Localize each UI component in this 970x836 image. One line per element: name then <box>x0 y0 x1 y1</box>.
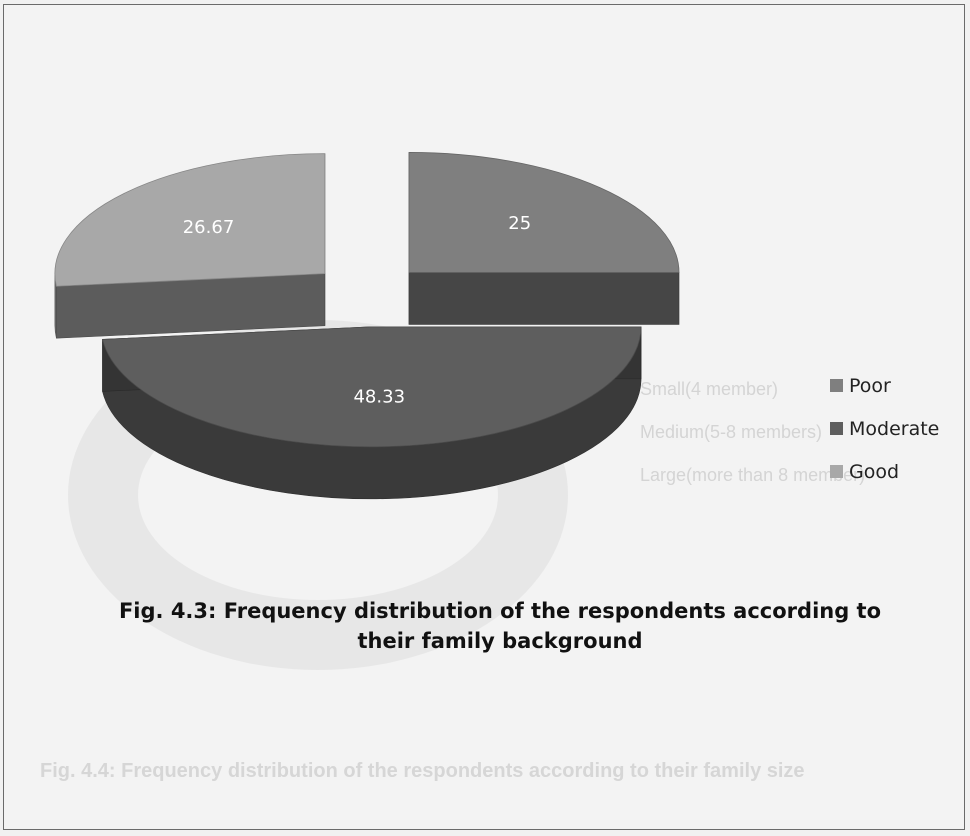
pie-slice-top-poor <box>408 152 680 273</box>
pie-slice-top-moderate <box>102 326 642 448</box>
legend-swatch-good <box>830 465 843 478</box>
data-label-good: 26.67 <box>183 217 235 238</box>
legend-item-moderate: Moderate <box>830 407 939 450</box>
legend-label-moderate: Moderate <box>849 417 940 440</box>
legend-label-good: Good <box>849 460 900 483</box>
legend-item-poor: Poor <box>830 364 939 407</box>
pie-slice-moderate: 48.33 <box>102 326 642 500</box>
pie-slice-poor: 25 <box>408 152 680 325</box>
legend-item-good: Good <box>830 450 939 493</box>
pie-slice-wall-poor-1 <box>408 272 680 325</box>
show-through-legend-3: Large(more than 8 member) <box>640 465 866 485</box>
data-label-moderate: 48.33 <box>353 386 405 407</box>
data-label-poor: 25 <box>508 213 531 234</box>
legend-swatch-poor <box>830 379 843 392</box>
legend-swatch-moderate <box>830 422 843 435</box>
pie-slice-top-good <box>54 153 326 287</box>
legend: Poor Moderate Good <box>830 364 939 493</box>
pie-slice-good: 26.67 <box>54 153 326 339</box>
show-through-legend: Small(4 member) Medium(5-8 members) Larg… <box>640 368 940 497</box>
show-through-legend-1: Small(4 member) <box>640 379 779 399</box>
show-through-caption: Fig. 4.4: Frequency distribution of the … <box>40 760 805 782</box>
legend-label-poor: Poor <box>849 374 891 397</box>
show-through-legend-2: Medium(5-8 members) <box>640 422 823 442</box>
figure-caption: Fig. 4.3: Frequency distribution of the … <box>118 599 882 653</box>
